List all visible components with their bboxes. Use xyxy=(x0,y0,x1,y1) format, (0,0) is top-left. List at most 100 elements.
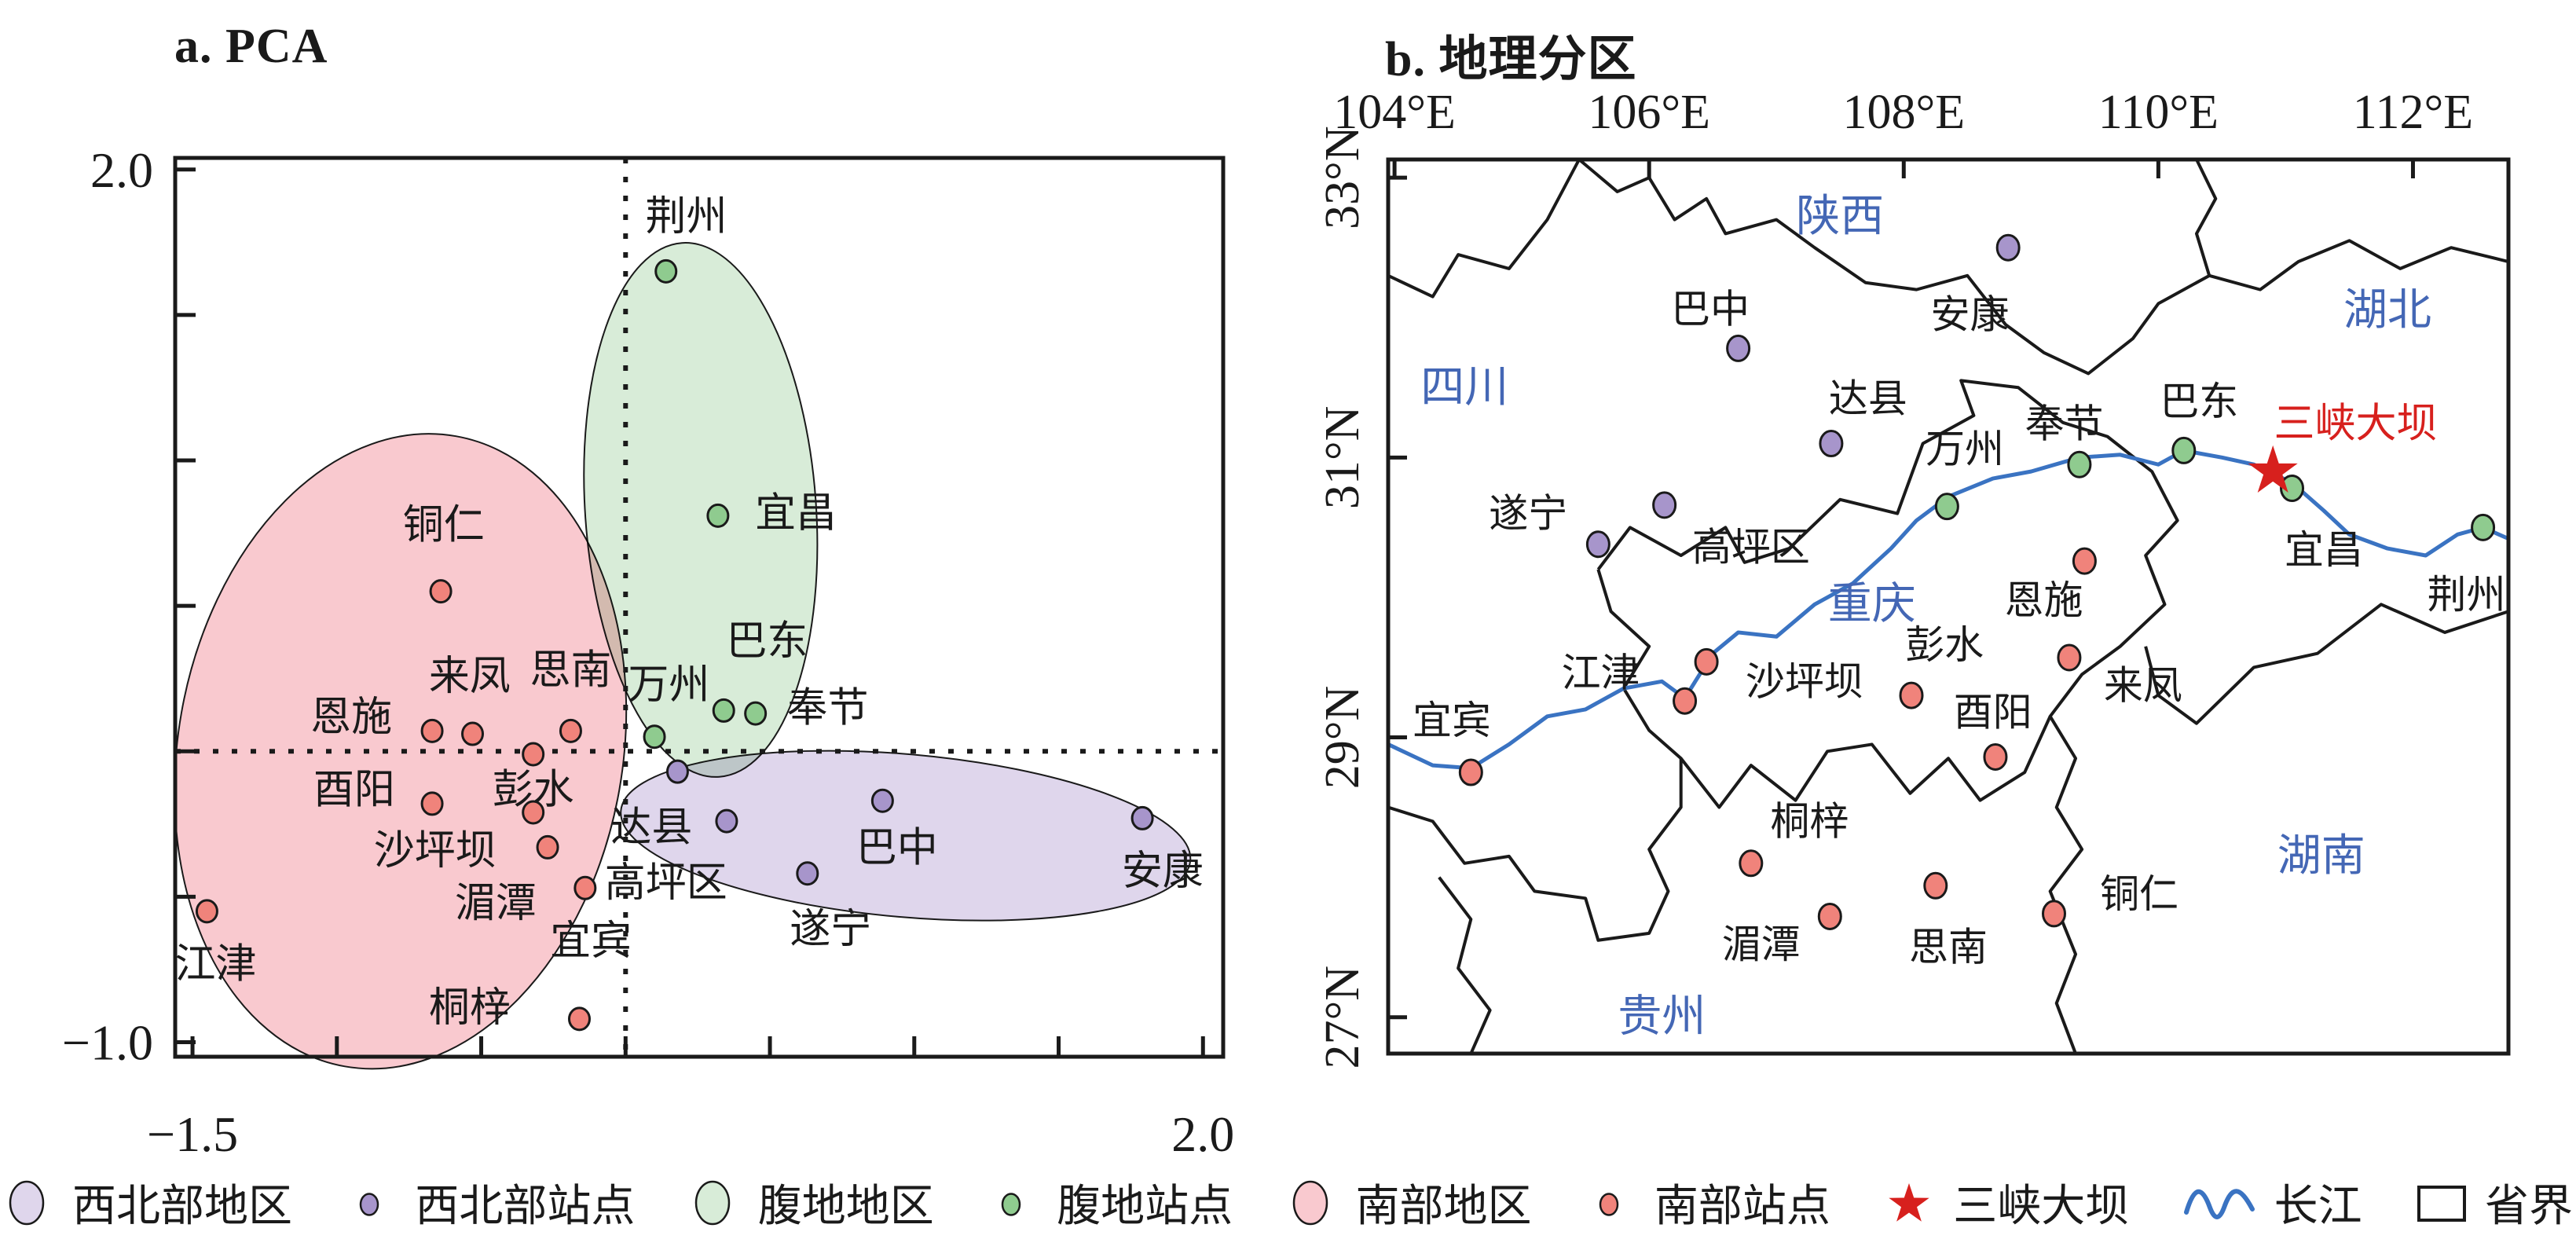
hinterland-region-icon xyxy=(694,1180,730,1225)
map-station-江津 xyxy=(1673,687,1698,715)
legend-label: 南部地区 xyxy=(1355,1182,1532,1231)
map-lon-tick-label: 110°E xyxy=(2098,86,2219,139)
northwest-region-icon xyxy=(9,1180,45,1225)
map-province-boundary xyxy=(2048,715,2084,1054)
pca-point-桐梓 xyxy=(567,1006,591,1032)
legend-item-south-station: 南部站点 xyxy=(1585,1171,1830,1234)
pca-point-label: 宜宾 xyxy=(550,919,632,964)
map-station-label: 恩施 xyxy=(2005,578,2083,622)
province-border-symbol xyxy=(2417,1185,2466,1222)
map-station-label: 高坪区 xyxy=(1692,525,1810,569)
map-station-label: 来凤 xyxy=(2104,664,2182,708)
pca-point-label: 安康 xyxy=(1122,849,1204,894)
map-province-label: 湖南 xyxy=(2277,832,2365,881)
map-panel-title: b. 地理分区 xyxy=(1385,33,1637,86)
pca-point-万州 xyxy=(643,724,666,750)
map-station-label: 万州 xyxy=(1926,427,2004,471)
pca-point-label: 江津 xyxy=(174,943,256,988)
map-station-沙坪坝 xyxy=(1694,647,1719,676)
map-province-boundary xyxy=(1387,758,1683,942)
pca-point-宜昌 xyxy=(706,503,730,528)
map-station-label: 沙坪坝 xyxy=(1746,659,1863,703)
pca-x-tick-label: 2.0 xyxy=(1171,1106,1234,1162)
map-lon-tick-label: 108°E xyxy=(1842,86,1965,139)
pca-point-label: 奉节 xyxy=(787,687,869,731)
pca-point-沙坪坝 xyxy=(522,800,545,825)
legend-item-south-region: 南部地区 xyxy=(1287,1171,1532,1234)
figure-legend: 西北部地区 西北部站点 腹地地区 腹地站点 南部地区 南部站点 三峡大坝 长江 省界 xyxy=(0,1171,2576,1234)
map-station-label: 铜仁 xyxy=(2100,872,2178,916)
pca-point-巴中 xyxy=(870,788,894,813)
pca-point-江津 xyxy=(195,899,218,924)
map-station-label: 湄潭 xyxy=(1722,922,1801,966)
map-station-铜仁 xyxy=(2041,900,2066,928)
map-station-label: 思南 xyxy=(1909,926,1988,970)
legend-label: 腹地地区 xyxy=(757,1182,934,1231)
legend-label: 西北部地区 xyxy=(72,1182,292,1231)
pca-point-达县 xyxy=(665,759,689,784)
map-lat-tick-label: 29°N xyxy=(1316,686,1369,790)
pca-point-思南 xyxy=(559,718,582,743)
map-province-boundary xyxy=(2194,159,2218,277)
pca-point-label: 酉阳 xyxy=(313,768,395,812)
map-station-思南 xyxy=(1923,871,1948,900)
map-province-label: 贵州 xyxy=(1618,993,1706,1042)
map-lat-tick-label: 27°N xyxy=(1316,966,1369,1069)
map-lon-tick-label: 106°E xyxy=(1588,86,1710,139)
legend-item-yangtze-river: 长江 xyxy=(2183,1171,2362,1234)
pca-point-label: 来凤 xyxy=(429,654,511,699)
legend-item-northwest-station: 西北部站点 xyxy=(346,1171,635,1234)
map-station-label: 宜昌 xyxy=(2285,528,2363,572)
three-gorges-dam-icon xyxy=(1889,1182,1929,1222)
south-region-symbol xyxy=(1292,1180,1328,1225)
map-station-label: 巴东 xyxy=(2160,379,2238,423)
map-station-高坪区 xyxy=(1652,491,1677,519)
legend-item-hinterland-region: 腹地地区 xyxy=(689,1171,934,1234)
northwest-region-symbol xyxy=(9,1180,45,1225)
south-station-symbol xyxy=(1599,1192,1619,1216)
legend-label: 长江 xyxy=(2274,1182,2362,1231)
pca-point-安康 xyxy=(1130,805,1154,830)
pca-point-label: 思南 xyxy=(529,649,611,694)
map-station-宜昌 xyxy=(2280,475,2305,503)
pca-point-label: 遂宁 xyxy=(790,907,871,952)
pca-point-label: 铜仁 xyxy=(403,503,485,548)
pca-point-label: 桐梓 xyxy=(429,986,511,1031)
pca-point-铜仁 xyxy=(429,579,453,604)
map-lon-tick-label: 112°E xyxy=(2353,86,2473,139)
south-station-icon xyxy=(1599,1192,1619,1216)
map-station-荆州 xyxy=(2471,513,2496,541)
map-station-彭水 xyxy=(1899,681,1924,709)
three-gorges-dam-symbol xyxy=(1889,1182,1929,1222)
map-station-label: 彭水 xyxy=(1905,623,1984,667)
legend-label: 省界 xyxy=(2485,1182,2573,1231)
map-station-安康 xyxy=(1995,233,2021,262)
map-province-label: 湖北 xyxy=(2343,286,2431,335)
yangtze-river-icon xyxy=(2183,1188,2255,1219)
map-province-boundary xyxy=(1387,158,2509,376)
province-border-icon xyxy=(2417,1185,2466,1222)
yangtze-river-symbol xyxy=(2183,1188,2255,1219)
map-station-恩施 xyxy=(2072,547,2097,575)
pca-point-遂宁 xyxy=(796,861,819,886)
legend-item-province-border: 省界 xyxy=(2416,1171,2573,1234)
map-station-湄潭 xyxy=(1817,902,1842,930)
map-station-label: 荆州 xyxy=(2428,573,2506,617)
pca-point-label: 荆州 xyxy=(645,195,727,240)
pca-y-tick-label: −1.0 xyxy=(62,1014,153,1070)
pca-point-荆州 xyxy=(654,258,678,284)
hinterland-station-icon xyxy=(1001,1192,1021,1216)
map-province-label: 四川 xyxy=(1420,363,1508,412)
map-station-label: 桐梓 xyxy=(1770,799,1849,843)
map-dam-label: 三峡大坝 xyxy=(2274,402,2438,447)
legend-item-three-gorges-dam: 三峡大坝 xyxy=(1884,1171,2129,1234)
map-station-label: 安康 xyxy=(1931,293,2010,337)
map-station-万州 xyxy=(1934,493,1959,521)
pca-point-label: 巴东 xyxy=(726,620,808,665)
map-lat-tick-label: 33°N xyxy=(1316,126,1369,229)
map-station-label: 江津 xyxy=(1562,651,1640,695)
map-province-label: 陕西 xyxy=(1796,192,1884,241)
legend-item-northwest-region: 西北部地区 xyxy=(3,1171,292,1234)
pca-point-湄潭 xyxy=(536,834,559,860)
